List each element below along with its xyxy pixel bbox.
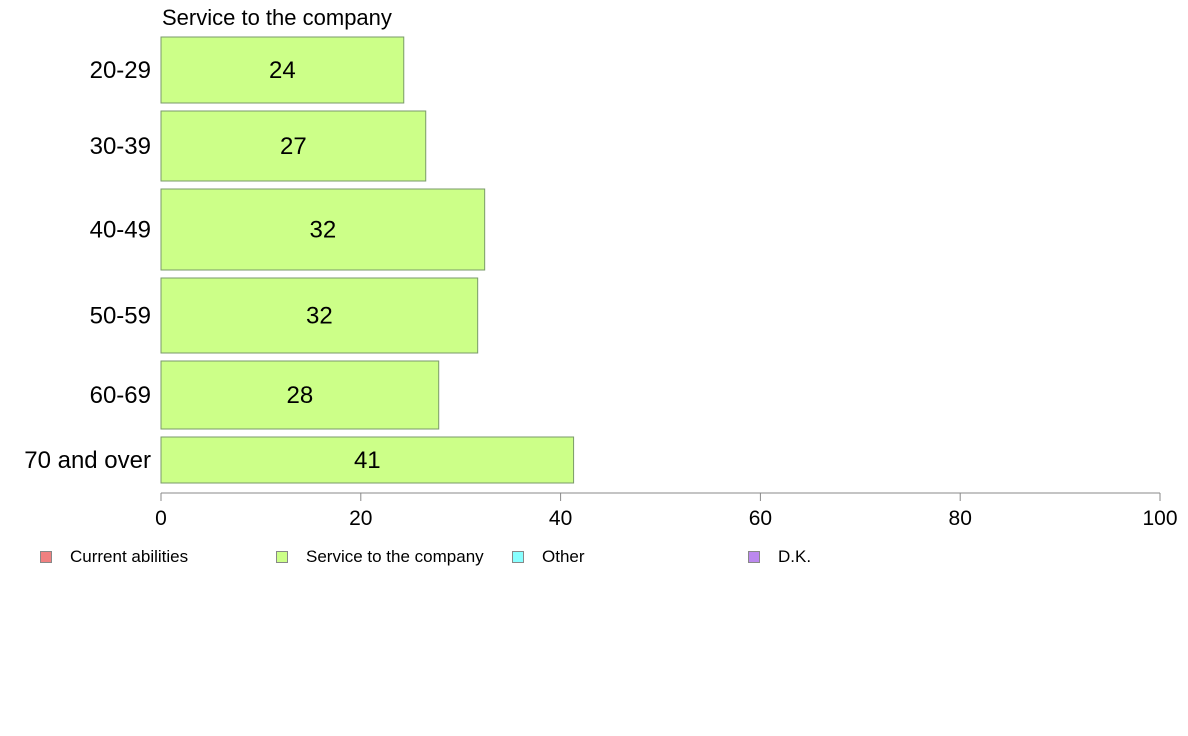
legend-item-dk: D.K. bbox=[748, 547, 811, 567]
bar-60-69 bbox=[160, 360, 440, 430]
chart-title: Service to the company bbox=[162, 5, 392, 30]
x-tick-label-40: 40 bbox=[549, 507, 572, 530]
data-label-50-59: 32 bbox=[306, 303, 333, 330]
legend-item-other: Other bbox=[512, 547, 585, 567]
category-label-20-29: 20-29 bbox=[90, 57, 151, 84]
data-label-60-69: 28 bbox=[287, 382, 314, 409]
category-label-40-49: 40-49 bbox=[90, 217, 151, 244]
data-label-70-and-over: 41 bbox=[354, 447, 381, 474]
bar-30-39 bbox=[160, 110, 427, 182]
category-label-60-69: 60-69 bbox=[90, 382, 151, 409]
legend-label-service-to-the-company: Service to the company bbox=[306, 547, 484, 566]
legend-label-current-abilities: Current abilities bbox=[70, 547, 189, 566]
legend-item-current-abilities: Current abilities bbox=[40, 547, 188, 567]
x-tick-label-80: 80 bbox=[949, 507, 972, 530]
data-label-40-49: 32 bbox=[309, 217, 336, 244]
x-tick-label-100: 100 bbox=[1142, 507, 1177, 530]
bar-50-59 bbox=[160, 277, 479, 354]
bar-20-29 bbox=[160, 36, 405, 104]
legend-swatch-current-abilities bbox=[40, 551, 52, 563]
legend-item-service-to-the-company: Service to the company bbox=[276, 547, 484, 567]
data-label-20-29: 24 bbox=[269, 57, 296, 84]
bar-70-and-over bbox=[160, 436, 575, 484]
bar-40-49 bbox=[160, 188, 486, 271]
data-label-30-39: 27 bbox=[280, 133, 307, 160]
legend-label-other: Other bbox=[542, 547, 585, 566]
x-tick-label-60: 60 bbox=[749, 507, 772, 530]
x-tick-label-0: 0 bbox=[155, 507, 167, 530]
category-label-70-and-over: 70 and over bbox=[24, 447, 151, 474]
legend-swatch-other bbox=[512, 551, 524, 563]
x-tick-label-20: 20 bbox=[349, 507, 372, 530]
bar-chart: Service to the company 20-29 24 30-39 27 40-… bbox=[24, 5, 1177, 530]
category-label-30-39: 30-39 bbox=[90, 133, 151, 160]
legend: Current abilities Service to the company… bbox=[0, 547, 1188, 569]
legend-swatch-dk bbox=[748, 551, 760, 563]
category-label-50-59: 50-59 bbox=[90, 303, 151, 330]
legend-label-dk: D.K. bbox=[778, 547, 812, 566]
legend-swatch-service-to-the-company bbox=[276, 551, 288, 563]
